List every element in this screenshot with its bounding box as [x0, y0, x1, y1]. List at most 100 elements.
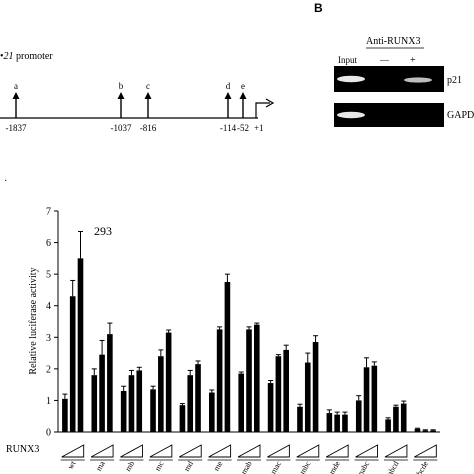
- group-label-me: me: [212, 459, 225, 472]
- tss-arrowhead: [265, 98, 275, 108]
- y-tick-label: 2: [46, 364, 51, 375]
- tss-arrow: [255, 102, 270, 118]
- group-label-mbc: mbc: [298, 459, 313, 474]
- y-tick-label: 5: [46, 270, 51, 281]
- group-label-mac: mac: [269, 459, 284, 474]
- bar-mab-1: [238, 373, 244, 432]
- band-input-gapdh: [337, 111, 365, 119]
- band-plus-p21: [404, 77, 432, 83]
- group-label-mabcd: mabcd: [382, 460, 400, 474]
- dose-triangle-mabcde: [414, 444, 437, 458]
- bar-mde-2: [334, 414, 340, 432]
- group-label-mabcde: mabcde: [410, 459, 430, 474]
- bar-mbc-2: [304, 362, 311, 432]
- bar-me-3: [224, 282, 231, 432]
- bar-mbc-3: [312, 342, 319, 432]
- site-arrowhead-c: [144, 92, 152, 99]
- y-tick-label: 1: [46, 396, 51, 407]
- group-label-mde: mde: [327, 459, 342, 474]
- site-position-c: -816: [140, 123, 157, 133]
- bar-me-2: [216, 329, 223, 432]
- bar-mabcd-2: [393, 406, 399, 432]
- y-tick-label: 3: [46, 333, 51, 344]
- bar-mabcde-3: [430, 430, 436, 432]
- bar-mac-3: [283, 349, 289, 432]
- bar-ma-1: [91, 375, 98, 432]
- bar-mac-2: [275, 356, 282, 432]
- binding-sites: a -1837 b -1037 c -816 d -114 e -52: [6, 81, 250, 133]
- bar-mabc-2: [363, 367, 370, 432]
- group-label-md: md: [182, 460, 195, 473]
- runx3-dose-triangles: [61, 444, 437, 458]
- row-label-p21: p21: [447, 75, 462, 86]
- band-input-p21: [337, 75, 365, 83]
- group-label-mabc: mabc: [355, 459, 372, 474]
- group-label-wt: wt: [66, 459, 78, 471]
- lane-label-plus: +: [410, 55, 416, 66]
- stray-mark: ·: [4, 176, 7, 187]
- bar-mde-1: [326, 413, 333, 432]
- bar-mabcde-1: [414, 428, 421, 432]
- dose-triangle-mb: [120, 444, 143, 458]
- bar-mb-1: [120, 390, 127, 432]
- bar-md-2: [187, 375, 194, 432]
- bar-ma-3: [107, 334, 113, 432]
- y-tick-label: 4: [46, 301, 51, 312]
- site-arrowhead-b: [117, 92, 125, 99]
- dose-triangle-mbc: [296, 444, 320, 458]
- bar-md-1: [179, 405, 186, 432]
- lane-label-input: Input: [338, 55, 357, 65]
- site-letter-a: a: [14, 81, 18, 91]
- site-position-b: -1037: [111, 123, 132, 133]
- dose-triangle-mabcd: [384, 444, 408, 458]
- dose-triangle-mabc: [355, 444, 378, 458]
- bar-mac-1: [267, 383, 274, 432]
- site-position-e: -52: [237, 123, 249, 133]
- promoter-title: •21 promoter: [0, 51, 53, 62]
- row-label-gapdh: GAPD: [447, 110, 474, 121]
- panel-b-letter: B: [314, 1, 323, 15]
- luciferase-chart: 0 1 2 3 4 5 6 7: [46, 207, 440, 439]
- bar-mab-2: [246, 329, 252, 432]
- bar-wt-2: [69, 296, 76, 432]
- bar-wt-1: [62, 398, 68, 432]
- site-position-d: -114: [220, 123, 237, 133]
- site-letter-e: e: [241, 81, 245, 91]
- bar-mbc-1: [297, 406, 303, 432]
- bar-mab-3: [254, 324, 260, 432]
- lane-label-minus: —: [379, 55, 390, 65]
- bar-mc-3: [165, 332, 172, 432]
- site-letter-d: d: [226, 81, 231, 91]
- y-tick-label: 6: [46, 238, 51, 249]
- bar-mabc-3: [371, 365, 378, 432]
- bar-mabc-1: [355, 400, 362, 432]
- bar-mb-3: [136, 370, 143, 432]
- site-letter-c: c: [146, 81, 150, 91]
- site-arrowhead-d: [224, 92, 232, 99]
- bar-mb-2: [128, 375, 135, 432]
- bar-ma-2: [99, 354, 105, 432]
- group-label-mab: mab: [239, 460, 254, 474]
- dose-triangle-mac: [267, 444, 290, 458]
- dose-triangle-mab: [237, 444, 261, 458]
- annotation-293: 293: [94, 224, 112, 238]
- bar-mabcde-2: [422, 430, 429, 432]
- dose-triangle-wt: [61, 444, 85, 458]
- dose-triangle-mde: [325, 444, 349, 458]
- construct-labels: wt ma mb mc md me mab mac mbc mde mabc mabcd mabcde: [60, 459, 438, 474]
- bar-mabcd-3: [400, 403, 407, 432]
- bar-mde-3: [342, 414, 348, 432]
- site-arrowhead-e: [239, 92, 247, 99]
- site-letter-b: b: [119, 81, 124, 91]
- dose-triangle-md: [179, 444, 202, 458]
- group-label-mc: mc: [153, 459, 166, 472]
- bar-mc-2: [158, 356, 164, 432]
- dose-triangle-me: [208, 444, 232, 458]
- bar-md-3: [195, 364, 201, 432]
- runx3-label: RUNX3: [6, 444, 39, 455]
- site-position-a: -1837: [6, 123, 27, 133]
- group-label-ma: ma: [94, 459, 107, 472]
- dose-triangle-ma: [90, 444, 114, 458]
- y-tick-label: 0: [46, 428, 51, 439]
